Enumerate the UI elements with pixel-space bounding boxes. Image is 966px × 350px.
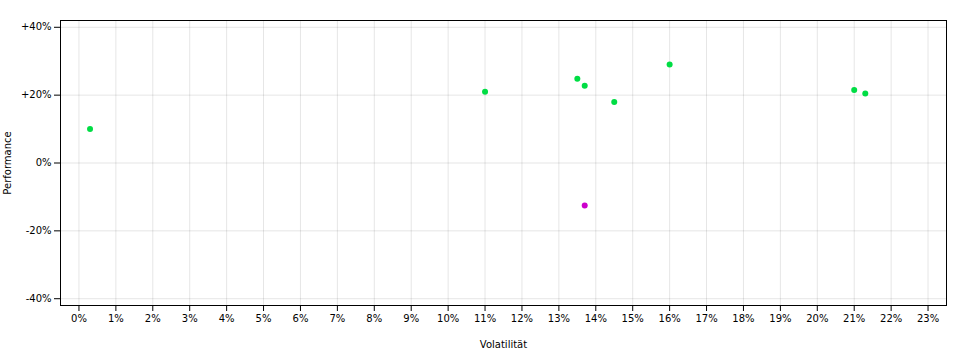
svg-text:0%: 0% — [36, 157, 52, 168]
svg-text:5%: 5% — [256, 313, 272, 324]
svg-text:19%: 19% — [769, 313, 791, 324]
svg-text:2%: 2% — [145, 313, 161, 324]
svg-text:23%: 23% — [917, 313, 939, 324]
svg-text:6%: 6% — [293, 313, 309, 324]
svg-text:+20%: +20% — [21, 89, 52, 100]
svg-text:10%: 10% — [437, 313, 459, 324]
svg-text:11%: 11% — [474, 313, 496, 324]
svg-text:22%: 22% — [880, 313, 902, 324]
svg-text:9%: 9% — [403, 313, 419, 324]
svg-text:12%: 12% — [511, 313, 533, 324]
svg-text:21%: 21% — [843, 313, 865, 324]
svg-text:0%: 0% — [71, 313, 87, 324]
svg-text:18%: 18% — [732, 313, 754, 324]
svg-text:16%: 16% — [659, 313, 681, 324]
svg-text:14%: 14% — [585, 313, 607, 324]
svg-text:20%: 20% — [806, 313, 828, 324]
svg-text:-20%: -20% — [26, 225, 52, 236]
svg-text:1%: 1% — [108, 313, 124, 324]
svg-text:Volatilität: Volatilität — [480, 339, 527, 350]
svg-text:13%: 13% — [548, 313, 570, 324]
svg-text:7%: 7% — [329, 313, 345, 324]
svg-text:4%: 4% — [219, 313, 235, 324]
svg-text:3%: 3% — [182, 313, 198, 324]
svg-text:+40%: +40% — [21, 21, 52, 32]
svg-text:15%: 15% — [622, 313, 644, 324]
svg-text:Performance: Performance — [2, 131, 13, 194]
svg-text:-40%: -40% — [26, 293, 52, 304]
svg-text:17%: 17% — [695, 313, 717, 324]
svg-text:8%: 8% — [366, 313, 382, 324]
